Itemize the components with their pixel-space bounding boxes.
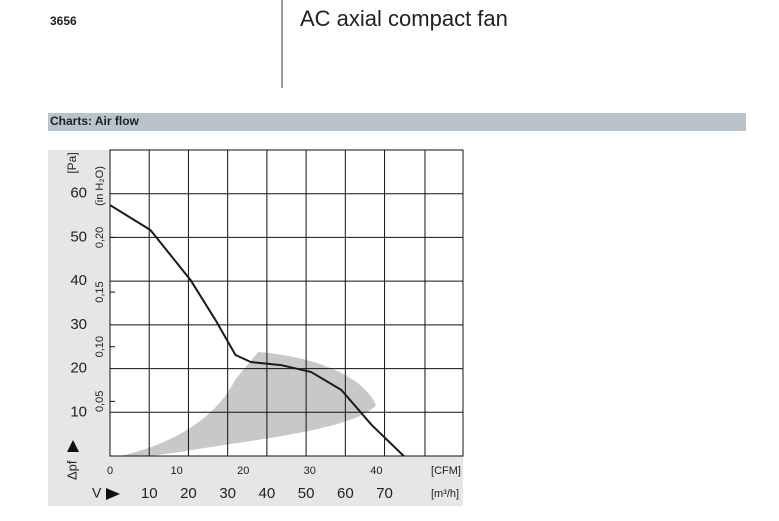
y-tick-label: 50	[70, 228, 87, 245]
product-code: 3656	[50, 14, 77, 28]
x-tick-label: 20	[180, 485, 197, 502]
y2-axis-unit: (in H₂O)	[94, 166, 106, 206]
section-title: Charts: Air flow	[50, 114, 140, 128]
y2-tick-label: 0,20	[94, 227, 106, 248]
x-axis-symbol: V	[92, 485, 102, 501]
x-tick-label: 70	[376, 485, 393, 502]
y-tick-label: 40	[70, 272, 87, 289]
x-tick-label: 30	[219, 485, 236, 502]
grid	[110, 150, 463, 456]
x2-tick-label: 20	[237, 465, 249, 477]
product-title: AC axial compact fan	[300, 6, 508, 31]
y2-tick-label: 0,05	[94, 391, 106, 412]
x2-axis-unit: [CFM]	[431, 465, 461, 477]
x2-tick-label: 0	[107, 465, 113, 477]
x-tick-label: 40	[259, 485, 276, 502]
operating-range	[120, 352, 376, 456]
x-tick-label: 50	[298, 485, 315, 502]
y-tick-label: 10	[70, 403, 87, 420]
y2-tick-label: 0,10	[94, 336, 106, 357]
section-bar	[48, 113, 746, 131]
curve	[109, 204, 405, 457]
plot-border	[109, 149, 464, 457]
y-tick-label: 30	[70, 316, 87, 333]
y-axis-unit: [Pa]	[65, 152, 79, 173]
y2-tick-label: 0,15	[94, 281, 106, 302]
x-arrow	[106, 488, 120, 500]
x2-tick-label: 10	[170, 465, 182, 477]
y-tick-label: 20	[70, 360, 87, 377]
x2-tick-label: 30	[304, 465, 316, 477]
x-axis-unit: [m³/h]	[431, 488, 459, 500]
y-arrow	[67, 440, 79, 452]
x-tick-label: 10	[141, 485, 158, 502]
x-tick-label: 60	[337, 485, 354, 502]
x2-tick-label: 40	[370, 465, 382, 477]
y-tick-label: 60	[70, 185, 87, 202]
y-axis-symbol: Δpf	[64, 460, 79, 480]
